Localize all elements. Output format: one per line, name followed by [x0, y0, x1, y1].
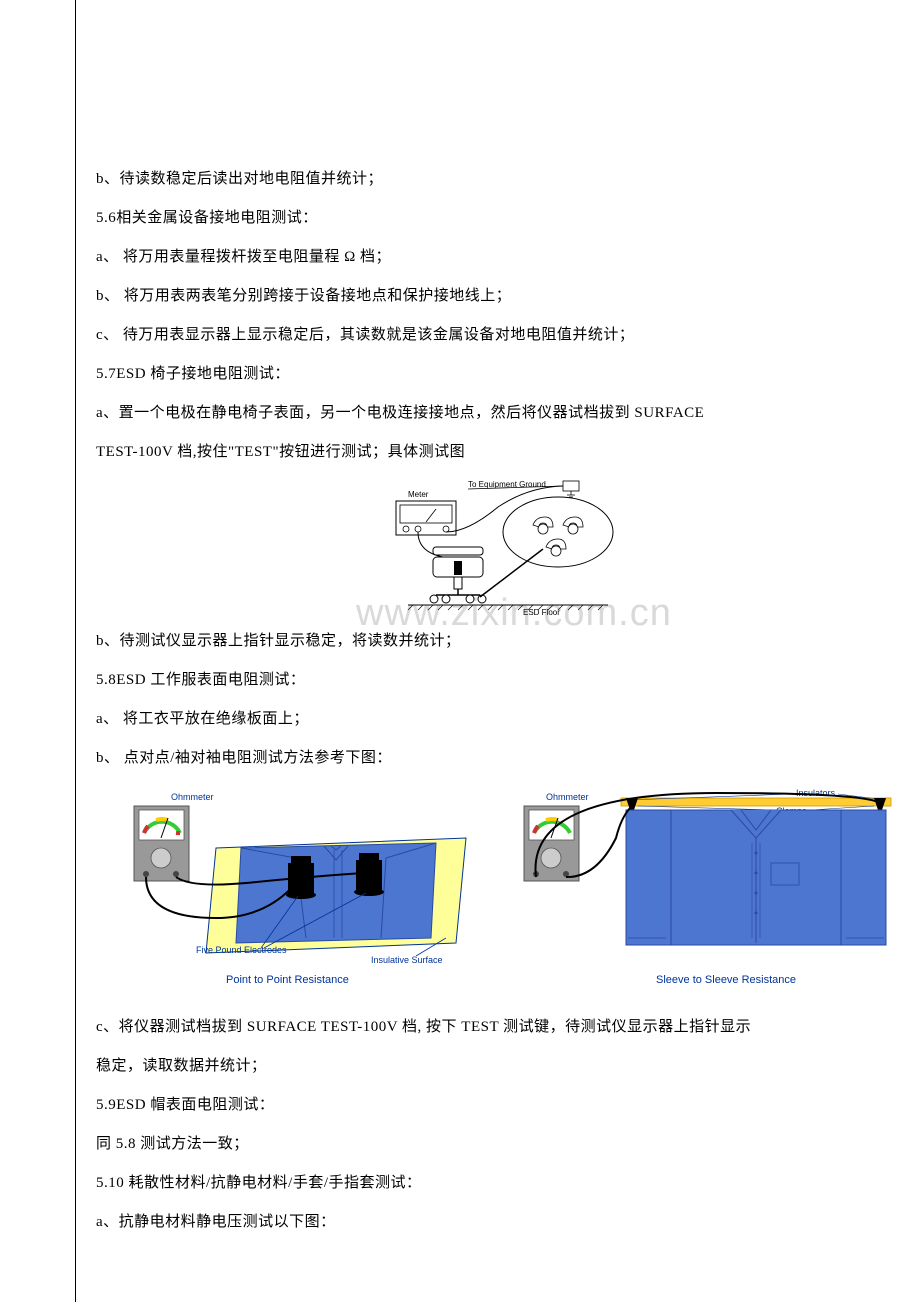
- text-line: 5.10 耗散性材料/抗静电材料/手套/手指套测试：: [96, 1164, 900, 1203]
- text-line: b、待测试仪显示器上指针显示稳定，将读数并统计；: [96, 622, 900, 661]
- text-line: b、待读数稳定后读出对地电阻值并统计；: [96, 160, 900, 199]
- surface-label: Insulative Surface: [371, 955, 443, 965]
- electrodes-label: Five Pound Electrodes: [196, 945, 287, 955]
- ohmmeter-label: Ohmmeter: [546, 792, 589, 802]
- text-line: b、 点对点/袖对袖电阻测试方法参考下图：: [96, 739, 900, 778]
- text-line: 5.9ESD 帽表面电阻测试：: [96, 1086, 900, 1125]
- floor-label: ESD Floor: [523, 608, 560, 617]
- point-to-point-diagram: Ohmmeter: [96, 788, 476, 988]
- text-line: 5.6相关金属设备接地电阻测试：: [96, 199, 900, 238]
- meter-label: Meter: [408, 490, 429, 499]
- text-line: a、抗静电材料静电压测试以下图：: [96, 1203, 900, 1242]
- garment-diagrams: Ohmmeter: [96, 788, 900, 988]
- text-line: 5.7ESD 椅子接地电阻测试：: [96, 355, 900, 394]
- text-line: a、 将万用表量程拨杆拨至电阻量程 Ω 档；: [96, 238, 900, 277]
- text-line: 同 5.8 测试方法一致；: [96, 1125, 900, 1164]
- text-line: 稳定，读取数据并统计；: [96, 1047, 900, 1086]
- text-line: a、置一个电极在静电椅子表面，另一个电极连接接地点，然后将仪器试档拔到 SURF…: [96, 394, 900, 433]
- diagram-title: Point to Point Resistance: [226, 974, 349, 986]
- diagram-title: Sleeve to Sleeve Resistance: [656, 974, 796, 986]
- text-line: b、 将万用表两表笔分别跨接于设备接地点和保护接地线上；: [96, 277, 900, 316]
- esd-chair-diagram: To Equipment Ground Meter: [348, 477, 648, 617]
- text-line: a、 将工衣平放在绝缘板面上；: [96, 700, 900, 739]
- text-line: TEST-100V 档,按住"TEST"按钮进行测试；具体测试图: [96, 433, 900, 472]
- insulators-label: Insulators: [796, 788, 836, 798]
- sleeve-to-sleeve-diagram: Ohmmeter Insulators Clamps: [516, 788, 896, 988]
- content-block: b、待读数稳定后读出对地电阻值并统计； 5.6相关金属设备接地电阻测试： a、 …: [96, 160, 900, 1242]
- document-page: www.zixin.com.cn b、待读数稳定后读出对地电阻值并统计； 5.6…: [75, 0, 920, 1302]
- text-line: c、将仪器测试档拔到 SURFACE TEST-100V 档, 按下 TEST …: [96, 1008, 900, 1047]
- ohmmeter-label: Ohmmeter: [171, 792, 214, 802]
- text-line: 5.8ESD 工作服表面电阻测试：: [96, 661, 900, 700]
- text-line: c、 待万用表显示器上显示稳定后，其读数就是该金属设备对地电阻值并统计；: [96, 316, 900, 355]
